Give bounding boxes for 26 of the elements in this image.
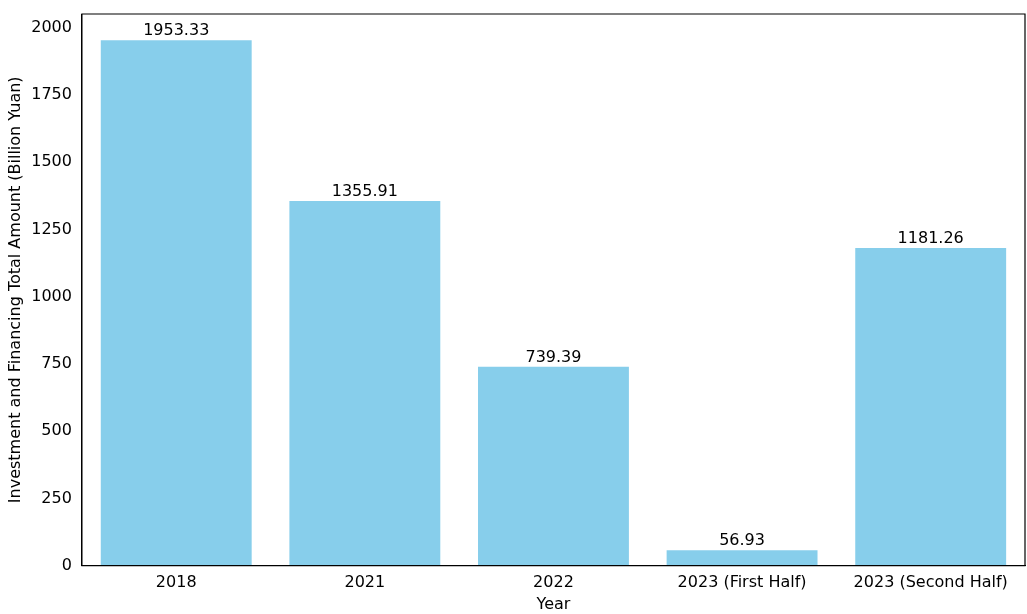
y-tick-label: 1000 <box>31 285 72 305</box>
y-tick-label: 500 <box>41 420 72 440</box>
x-tick-label: 2023 (First Half) <box>677 572 807 592</box>
x-tick-label: 2021 <box>344 572 386 592</box>
data-label: 1181.26 <box>897 228 964 248</box>
bar <box>289 200 441 566</box>
y-tick-label: 2000 <box>31 16 72 36</box>
y-tick-label: 1750 <box>31 84 72 104</box>
y-tick-label: 1500 <box>31 151 72 171</box>
y-tick-label: 1250 <box>31 218 72 238</box>
bar <box>666 550 818 566</box>
x-axis-title: Year <box>535 593 571 613</box>
y-tick-label: 0 <box>61 554 72 574</box>
data-label: 739.39 <box>525 346 582 366</box>
x-tick-label: 2023 (Second Half) <box>853 572 1008 592</box>
x-tick-label: 2022 <box>533 572 574 592</box>
data-label: 56.93 <box>719 530 765 550</box>
y-axis-title: Investment and Financing Total Amount (Billion Yuan) <box>4 76 24 504</box>
bar <box>855 247 1007 566</box>
y-tick-label: 250 <box>41 487 72 507</box>
bar <box>478 366 629 566</box>
data-label: 1953.33 <box>143 20 210 40</box>
x-tick-label: 2018 <box>155 572 197 592</box>
bar <box>100 40 252 566</box>
y-tick-label: 750 <box>41 353 72 373</box>
data-label: 1355.91 <box>331 181 398 201</box>
